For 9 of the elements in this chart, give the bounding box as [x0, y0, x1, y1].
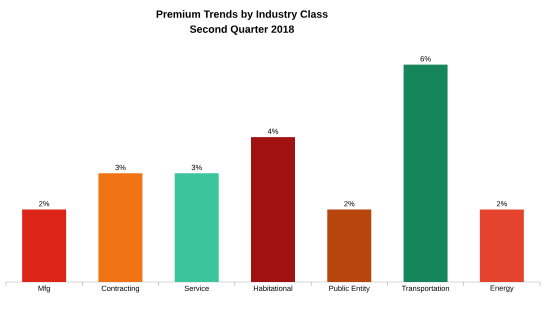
bar — [251, 137, 296, 282]
bar — [327, 210, 372, 282]
bar — [98, 173, 142, 282]
bar — [404, 64, 448, 282]
chart-title: Premium Trends by Industry Class — [156, 10, 328, 20]
bar — [22, 210, 66, 282]
chart-subtitle: Second Quarter 2018 — [190, 25, 294, 35]
bar — [480, 210, 524, 282]
bar — [174, 173, 219, 282]
